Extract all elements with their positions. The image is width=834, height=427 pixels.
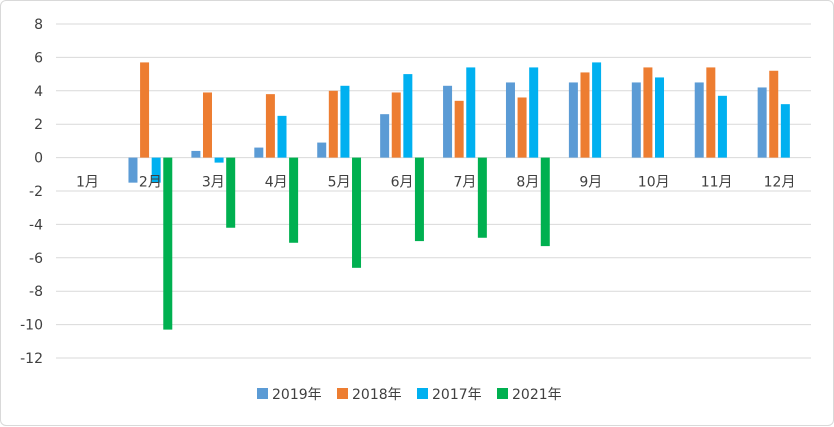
bar-2019年-3月 bbox=[191, 150, 201, 158]
bar-2018年-8月 bbox=[517, 97, 527, 158]
legend-label: 2019年 bbox=[272, 387, 322, 403]
bar-2018年-7月 bbox=[454, 100, 464, 158]
bar-2021年-6月 bbox=[414, 157, 424, 242]
bar-2021年-3月 bbox=[226, 157, 236, 228]
bar-2018年-11月 bbox=[706, 67, 716, 158]
legend-label: 2017年 bbox=[432, 387, 482, 403]
bar-2021年-2月 bbox=[163, 157, 173, 330]
bar-2019年-9月 bbox=[568, 82, 578, 158]
y-tick-label: -2 bbox=[29, 184, 43, 200]
x-tick-label: 6月 bbox=[391, 175, 414, 191]
y-tick-label: 0 bbox=[34, 151, 43, 167]
bar-2017年-9月 bbox=[592, 62, 602, 158]
bar-2018年-6月 bbox=[391, 92, 401, 158]
legend-swatch bbox=[417, 388, 428, 399]
y-tick-label: -12 bbox=[20, 351, 43, 367]
bar-2021年-8月 bbox=[540, 157, 550, 247]
x-tick-label: 8月 bbox=[516, 175, 539, 191]
legend-swatch bbox=[337, 388, 348, 399]
legend: 2019年 2018年 2017年 2021年 bbox=[257, 387, 562, 403]
x-tick-label: 4月 bbox=[265, 175, 288, 191]
bar-2021年-7月 bbox=[477, 157, 487, 238]
x-tick-label: 5月 bbox=[328, 175, 351, 191]
x-axis-ticks: 1月 2月 3月 4月 5月 6月 7月 8月 9月 10月 11月 12月 bbox=[76, 175, 795, 191]
bar-2017年-10月 bbox=[655, 77, 665, 158]
bar-2018年-10月 bbox=[643, 67, 653, 158]
x-tick-label: 11月 bbox=[701, 175, 733, 191]
bar-2019年-12月 bbox=[757, 87, 767, 158]
bar-2019年-7月 bbox=[443, 85, 453, 158]
bar-2019年-10月 bbox=[631, 82, 641, 158]
bars bbox=[128, 62, 790, 330]
bar-2021年-4月 bbox=[289, 157, 299, 243]
y-tick-label: -8 bbox=[29, 284, 43, 300]
bar-2018年-3月 bbox=[202, 92, 212, 158]
bar-2017年-4月 bbox=[277, 115, 287, 158]
x-tick-label: 12月 bbox=[764, 175, 796, 191]
y-tick-label: 6 bbox=[34, 50, 43, 66]
bar-2018年-9月 bbox=[580, 72, 590, 158]
bar-2019年-6月 bbox=[380, 114, 390, 158]
bar-2017年-6月 bbox=[403, 74, 413, 158]
x-tick-label: 3月 bbox=[202, 175, 225, 191]
bar-2017年-7月 bbox=[466, 67, 476, 158]
bar-2017年-12月 bbox=[780, 104, 790, 158]
x-tick-label: 2月 bbox=[139, 175, 162, 191]
bar-2017年-11月 bbox=[717, 95, 727, 158]
y-tick-label: -4 bbox=[29, 217, 43, 233]
bar-2018年-12月 bbox=[769, 70, 779, 158]
x-tick-label: 10月 bbox=[638, 175, 670, 191]
legend-swatch bbox=[497, 388, 508, 399]
bar-2018年-5月 bbox=[328, 90, 338, 158]
y-tick-label: -10 bbox=[20, 318, 43, 334]
bar-2019年-8月 bbox=[505, 82, 515, 158]
legend-swatch bbox=[257, 388, 268, 399]
y-tick-label: -6 bbox=[29, 251, 43, 267]
bar-2019年-11月 bbox=[694, 82, 704, 158]
legend-label: 2021年 bbox=[512, 387, 562, 403]
bar-2017年-8月 bbox=[529, 67, 539, 158]
bar-2017年-3月 bbox=[214, 157, 224, 163]
y-tick-label: 8 bbox=[34, 17, 43, 33]
gridlines bbox=[56, 23, 811, 359]
bar-2021年-5月 bbox=[352, 157, 362, 268]
bar-2019年-2月 bbox=[128, 157, 138, 183]
x-tick-label: 9月 bbox=[579, 175, 602, 191]
bar-2018年-2月 bbox=[140, 62, 150, 158]
y-axis-ticks: 8 6 4 2 0 -2 -4 -6 -8 -10 -12 bbox=[20, 17, 43, 367]
x-tick-label: 7月 bbox=[453, 175, 476, 191]
bar-2019年-4月 bbox=[254, 147, 264, 158]
bar-2019年-5月 bbox=[317, 142, 327, 158]
bar-2017年-2月 bbox=[151, 157, 161, 183]
bar-2018年-4月 bbox=[265, 94, 275, 158]
bar-2017年-5月 bbox=[340, 85, 350, 158]
y-tick-label: 4 bbox=[34, 84, 43, 100]
y-tick-label: 2 bbox=[34, 117, 43, 133]
legend-label: 2018年 bbox=[352, 387, 402, 403]
x-tick-label: 1月 bbox=[76, 175, 99, 191]
